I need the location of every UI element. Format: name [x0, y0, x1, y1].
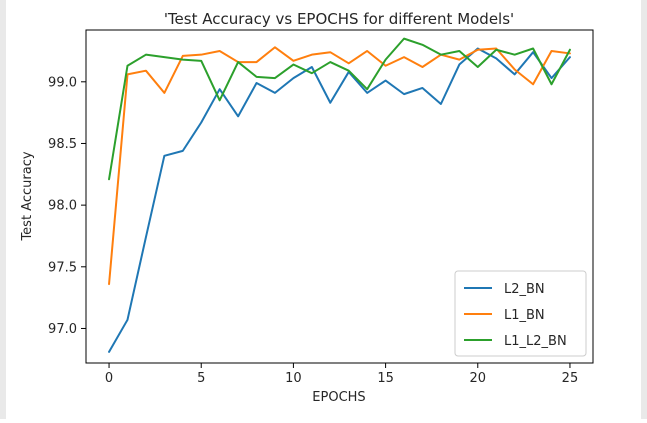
y-tick-label: 98.5	[48, 137, 77, 152]
x-tick-label: 20	[469, 371, 486, 386]
legend-label-l1-l2-bn: L1_L2_BN	[504, 334, 567, 349]
legend-box	[454, 270, 587, 357]
y-axis-label: Test Accuracy	[20, 151, 35, 241]
series-line-l1-l2-bn	[108, 37, 571, 181]
x-tick-label: 10	[285, 371, 302, 386]
x-tick-label: 25	[562, 371, 579, 386]
chart-title: 'Test Accuracy vs EPOCHS for different M…	[164, 10, 514, 28]
y-tick-label: 99.0	[48, 75, 77, 90]
y-tick-label: 97.0	[48, 322, 77, 337]
left-frame-strip	[0, 0, 6, 419]
plot-frame	[85, 29, 594, 364]
series-line-l2-bn	[108, 47, 571, 353]
x-tick-label: 5	[197, 371, 205, 386]
x-axis-label: EPOCHS	[312, 390, 365, 405]
y-tick-label: 98.0	[48, 199, 77, 214]
legend-label-l1-bn: L1_BN	[504, 308, 545, 323]
right-frame-strip	[641, 0, 647, 419]
series-line-l1-bn	[108, 46, 571, 286]
legend-label-l2-bn: L2_BN	[504, 282, 545, 297]
x-tick-label: 0	[105, 371, 113, 386]
y-tick-label: 97.5	[48, 260, 77, 275]
x-tick-label: 15	[377, 371, 394, 386]
